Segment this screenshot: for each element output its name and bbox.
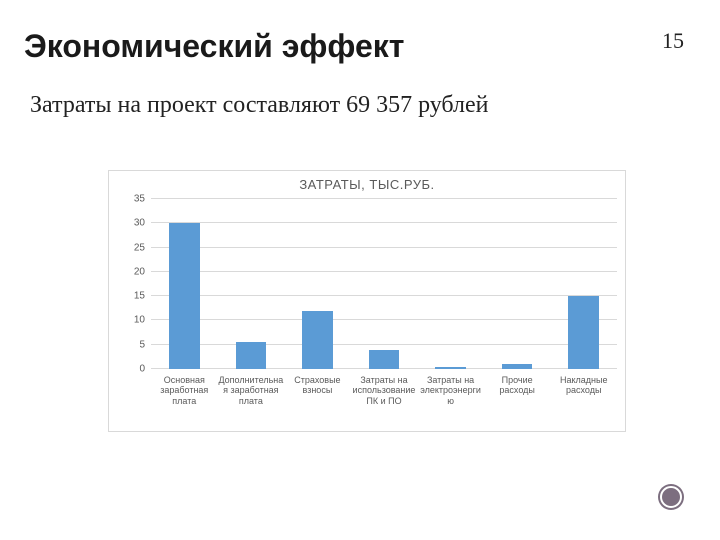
chart-gridline [151,295,617,296]
chart-gridline [151,271,617,272]
chart-bar [302,311,333,369]
chart-gridline [151,222,617,223]
chart-gridline [151,198,617,199]
chart-bar [568,296,599,369]
chart-x-tick-label: Затраты на использование ПК и ПО [351,375,418,406]
chart-plot-area: 05101520253035Основная заработная платаД… [151,199,617,369]
chart-gridline [151,247,617,248]
chart-x-tick-label: Дополнительная заработная плата [218,375,285,406]
chart-y-tick-label: 10 [134,315,145,326]
chart-frame: ЗАТРАТЫ, ТЫС.РУБ. 05101520253035Основная… [108,170,626,432]
chart-bar [236,342,267,369]
chart-x-tick-label: Накладные расходы [550,375,617,396]
chart-bar [435,367,466,369]
slide-title: Экономический эффект [24,28,404,65]
corner-badge-icon [658,484,684,510]
slide-subtitle: Затраты на проект составляют 69 357 рубл… [30,92,489,119]
chart-bar [169,223,200,369]
chart-x-tick-label: Страховые взносы [284,375,351,396]
chart-y-tick-label: 20 [134,266,145,277]
chart-y-tick-label: 15 [134,291,145,302]
chart-y-tick-label: 0 [139,364,145,375]
chart-y-tick-label: 5 [139,339,145,350]
chart-y-tick-label: 25 [134,242,145,253]
chart-title: ЗАТРАТЫ, ТЫС.РУБ. [109,177,625,192]
chart-bar [369,350,400,369]
corner-badge-inner [660,486,682,508]
chart-gridline [151,319,617,320]
chart-x-tick-label: Затраты на электроэнергию [417,375,484,406]
chart-y-tick-label: 30 [134,218,145,229]
page-number: 15 [662,28,684,54]
chart-y-tick-label: 35 [134,194,145,205]
chart-x-tick-label: Прочие расходы [484,375,551,396]
chart-gridline [151,344,617,345]
chart-x-tick-label: Основная заработная плата [151,375,218,406]
chart-bar [502,364,533,369]
